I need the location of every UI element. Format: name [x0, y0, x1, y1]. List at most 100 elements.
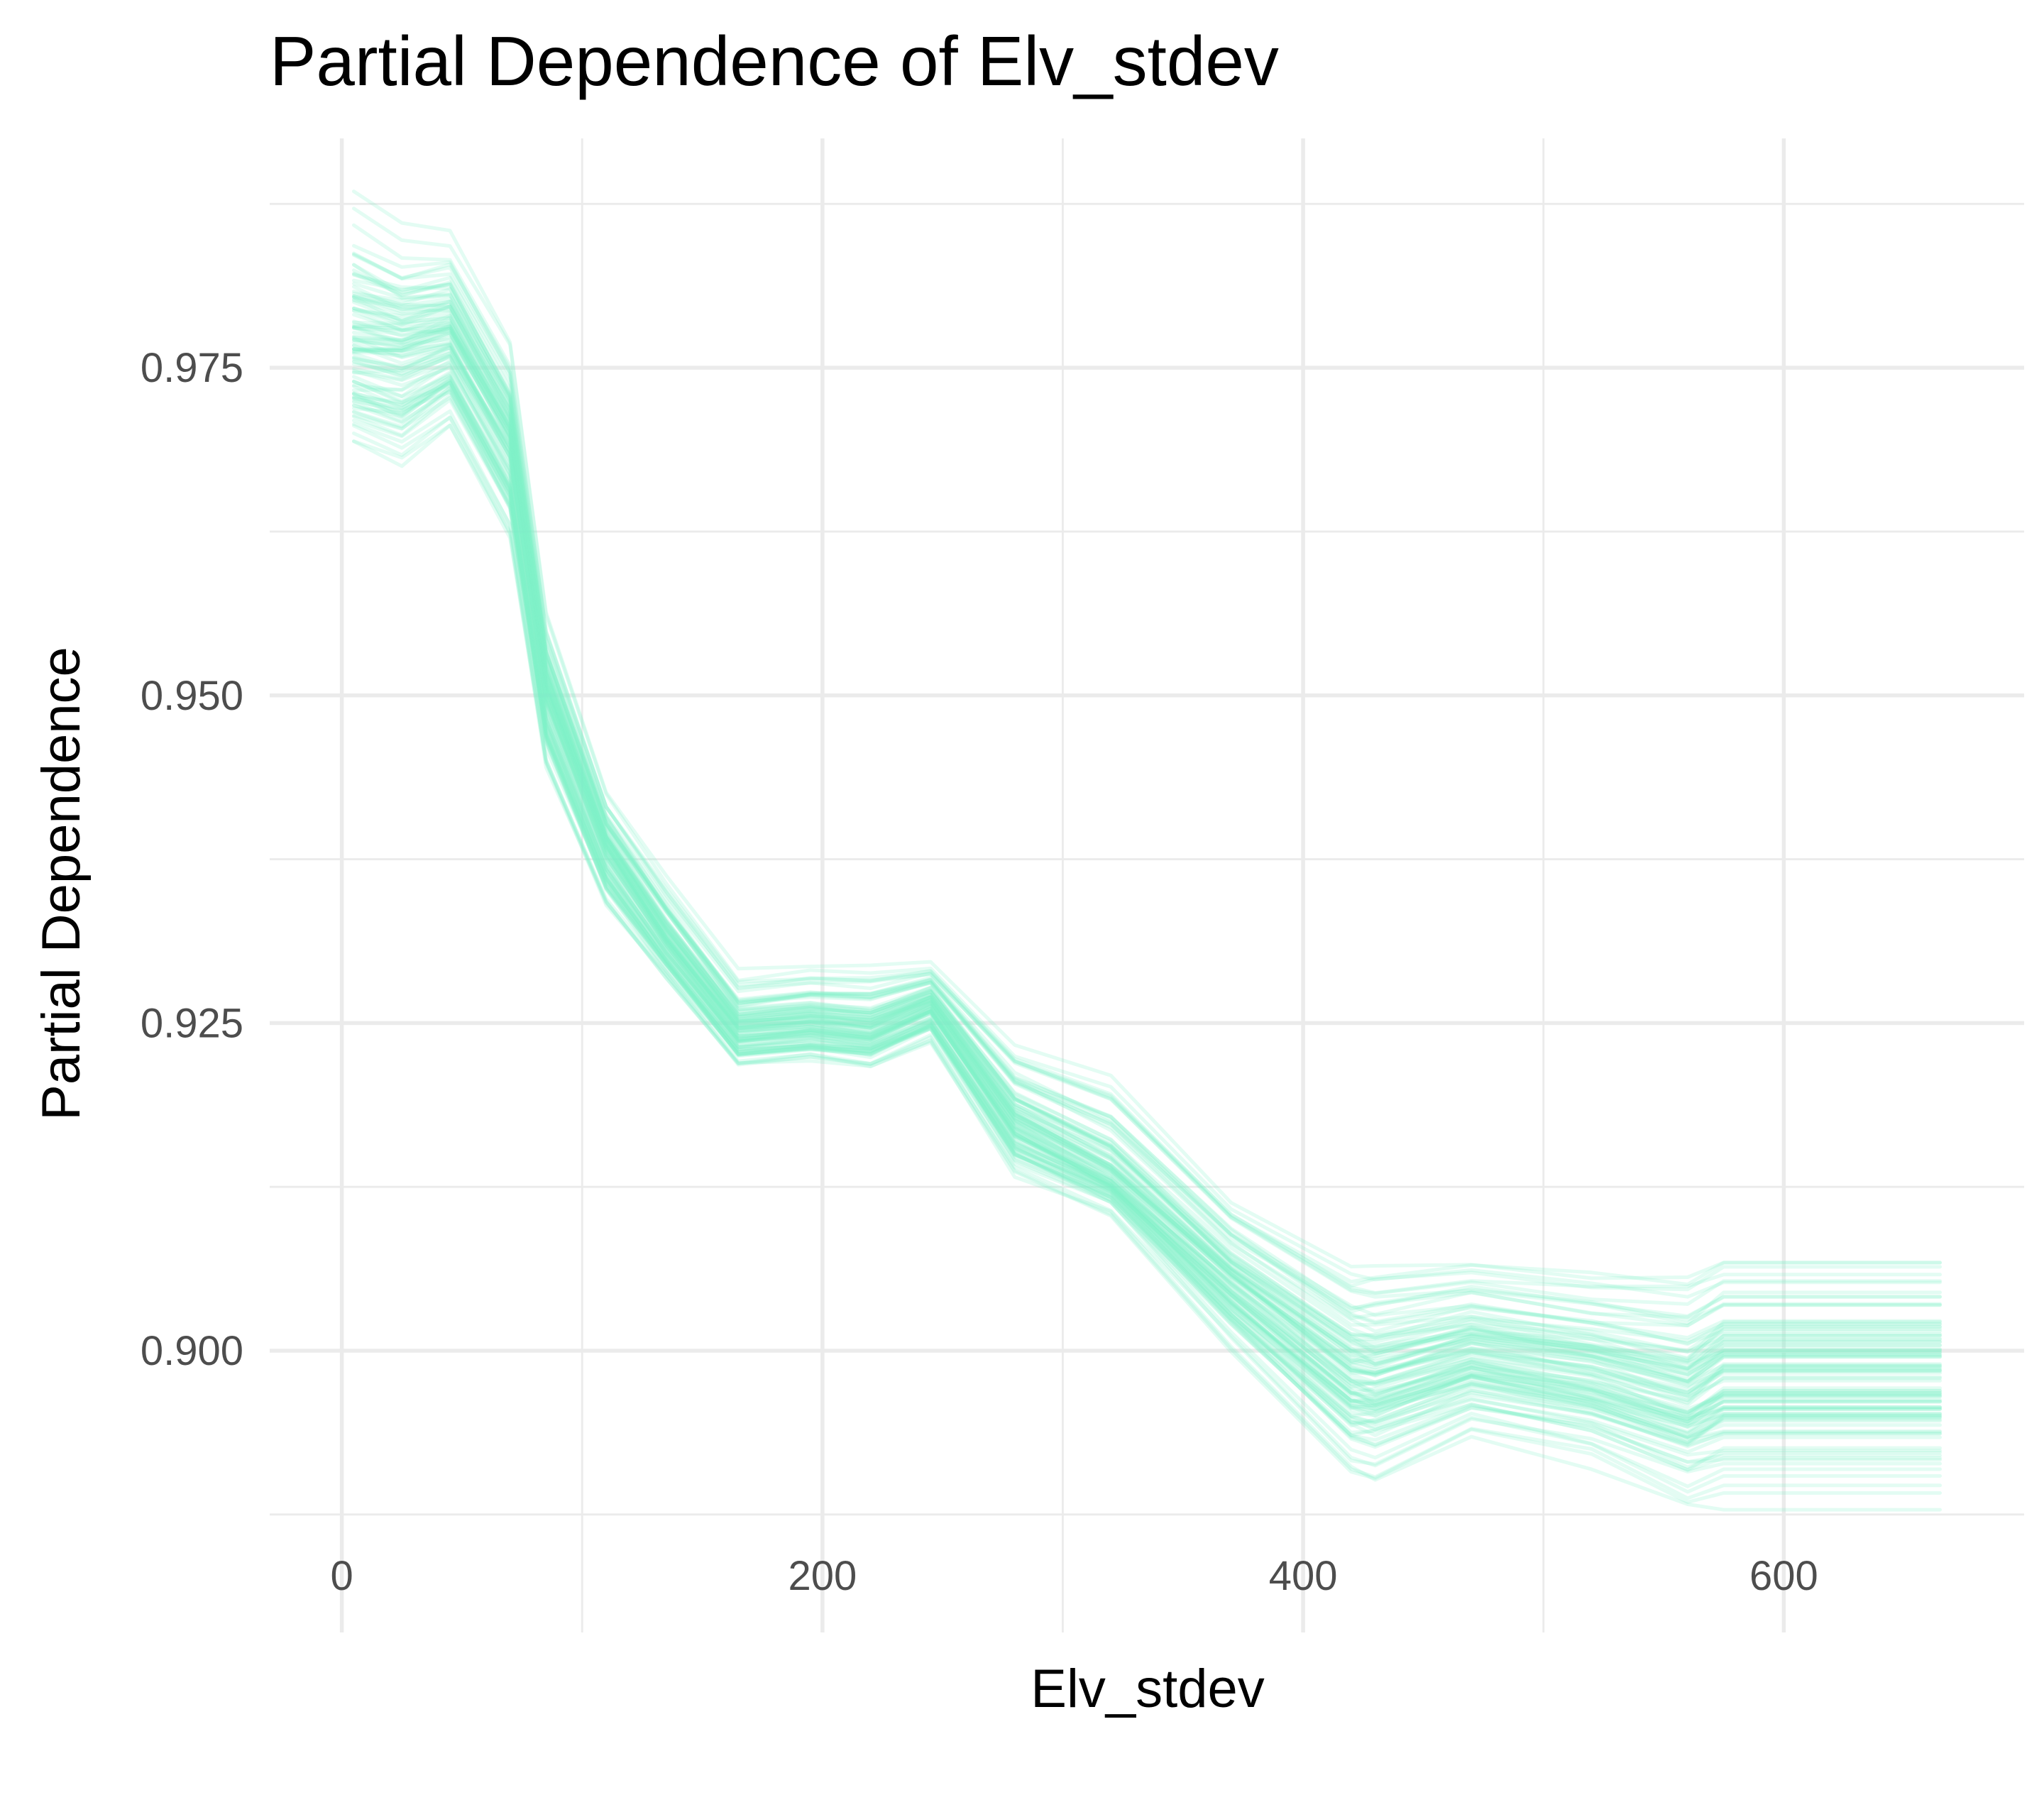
series-line-29 — [352, 272, 1942, 1340]
series-line-92 — [352, 314, 1942, 1352]
series-line-34 — [352, 344, 1942, 1424]
series-line-48 — [352, 336, 1942, 1378]
series-line-2 — [352, 263, 1942, 1345]
series-line-15 — [352, 304, 1942, 1405]
series-line-44 — [352, 354, 1942, 1395]
series-line-0 — [352, 300, 1942, 1363]
series-line-55 — [352, 380, 1942, 1439]
series-line-95 — [352, 337, 1942, 1424]
series-line-86 — [352, 285, 1942, 1346]
series-line-82 — [352, 324, 1942, 1395]
grid-layer — [270, 138, 2024, 1632]
series-line-20 — [352, 324, 1942, 1383]
series-line-88 — [352, 348, 1942, 1368]
series-line-30 — [352, 398, 1942, 1447]
y-tick-label-3: 0.975 — [141, 345, 243, 391]
series-line-5 — [352, 342, 1942, 1415]
series-line-69 — [352, 351, 1942, 1398]
chart-title: Partial Dependence of Elv_stdev — [270, 22, 1279, 100]
series-line-62 — [352, 296, 1942, 1384]
series-line-7 — [352, 386, 1942, 1440]
series-line-1 — [352, 190, 1942, 1280]
series-line-49 — [352, 359, 1942, 1447]
series-line-10 — [352, 341, 1942, 1422]
series-line-47 — [352, 378, 1942, 1415]
series-line-70 — [352, 423, 1942, 1494]
series-line-83 — [352, 416, 1942, 1504]
series-line-45 — [352, 307, 1942, 1380]
series-line-67 — [352, 326, 1942, 1361]
series-line-46 — [352, 354, 1942, 1418]
series-line-14 — [352, 319, 1942, 1418]
series-line-90 — [352, 298, 1942, 1365]
series-line-36 — [352, 294, 1942, 1363]
series-line-26 — [352, 385, 1942, 1464]
series-line-4 — [352, 251, 1942, 1318]
series-line-77 — [352, 341, 1942, 1422]
series-line-8 — [352, 223, 1942, 1306]
series-line-21 — [352, 366, 1942, 1439]
x-tick-label-3: 600 — [1749, 1553, 1818, 1599]
series-line-63 — [352, 268, 1942, 1320]
series-line-28 — [352, 253, 1942, 1287]
y-axis-title: Partial Dependence — [31, 647, 92, 1121]
series-line-23 — [352, 291, 1942, 1325]
series-line-38 — [352, 372, 1942, 1439]
series-line-81 — [352, 297, 1942, 1365]
series-line-16 — [352, 409, 1942, 1500]
series-line-75 — [352, 370, 1942, 1464]
series-line-98 — [352, 388, 1942, 1445]
series-line-42 — [352, 415, 1942, 1512]
series-line-51 — [352, 324, 1942, 1395]
series-lines — [352, 190, 1942, 1512]
series-line-52 — [352, 316, 1942, 1361]
series-line-18 — [352, 383, 1942, 1457]
series-line-79 — [352, 364, 1942, 1402]
series-line-24 — [352, 243, 1942, 1292]
series-line-74 — [352, 344, 1942, 1377]
series-line-35 — [352, 282, 1942, 1371]
series-line-17 — [352, 295, 1942, 1372]
series-line-32 — [352, 362, 1942, 1426]
series-line-99 — [352, 351, 1942, 1428]
series-line-53 — [352, 312, 1942, 1402]
series-line-78 — [352, 383, 1942, 1488]
series-line-19 — [352, 263, 1942, 1354]
y-tick-label-0: 0.900 — [141, 1328, 243, 1374]
y-tick-label-1: 0.925 — [141, 1000, 243, 1046]
series-line-60 — [352, 331, 1942, 1371]
series-line-85 — [352, 326, 1942, 1411]
series-line-58 — [352, 380, 1942, 1444]
series-line-76 — [352, 323, 1942, 1426]
x-axis-title: Elv_stdev — [1031, 1659, 1265, 1719]
series-line-37 — [352, 380, 1942, 1429]
x-tick-label-2: 400 — [1269, 1553, 1338, 1599]
series-line-64 — [352, 390, 1942, 1454]
series-line-22 — [352, 273, 1942, 1327]
series-line-71 — [352, 320, 1942, 1398]
series-line-3 — [352, 287, 1942, 1322]
series-line-43 — [352, 314, 1942, 1385]
x-tick-label-0: 0 — [330, 1553, 353, 1599]
series-line-94 — [352, 271, 1942, 1354]
series-line-93 — [352, 423, 1942, 1473]
series-line-6 — [352, 278, 1942, 1328]
series-line-31 — [352, 333, 1942, 1388]
series-line-89 — [352, 353, 1942, 1407]
series-line-91 — [352, 377, 1942, 1424]
series-line-57 — [352, 319, 1942, 1343]
series-line-59 — [352, 395, 1942, 1435]
series-line-25 — [352, 345, 1942, 1434]
series-line-84 — [352, 343, 1942, 1421]
series-line-61 — [352, 380, 1942, 1449]
series-line-39 — [352, 207, 1942, 1299]
series-line-56 — [352, 326, 1942, 1415]
x-tick-label-1: 200 — [788, 1553, 857, 1599]
series-line-68 — [352, 336, 1942, 1429]
series-line-11 — [352, 373, 1942, 1441]
series-line-40 — [352, 309, 1942, 1399]
y-tick-label-2: 0.950 — [141, 673, 243, 719]
series-line-87 — [352, 304, 1942, 1384]
series-line-73 — [352, 375, 1942, 1472]
